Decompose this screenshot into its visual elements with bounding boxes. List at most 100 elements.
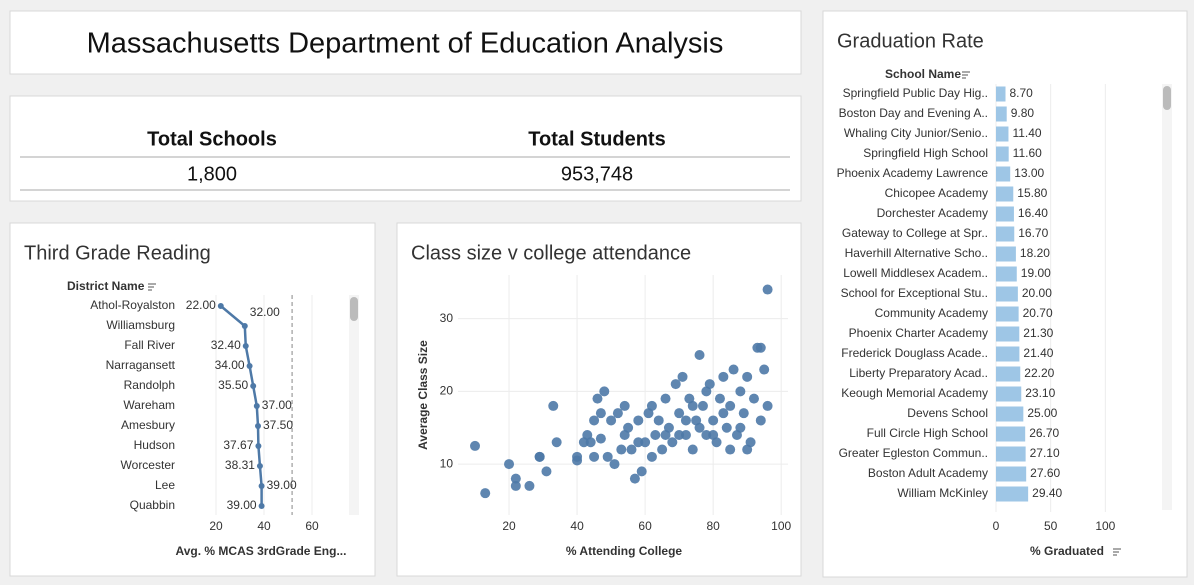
point [572, 451, 583, 462]
x-tick-label: 100 [1095, 519, 1115, 533]
bar [996, 166, 1011, 182]
category-label: Greater Egleston Commun.. [839, 446, 988, 460]
category-label: School for Exceptional Stu.. [841, 286, 988, 300]
reading-panel [9, 222, 376, 577]
bar [996, 246, 1016, 262]
kpi-label: Total Students [528, 128, 665, 150]
point [660, 393, 671, 404]
value-label: 37.00 [262, 398, 292, 412]
point [694, 350, 705, 360]
point [657, 444, 668, 455]
value-label: 37.67 [223, 438, 253, 452]
point [510, 480, 521, 491]
value-label: 35.50 [218, 378, 248, 392]
bar [996, 406, 1024, 422]
category-label: Lee [155, 478, 175, 492]
category-label: Frederick Douglass Acade.. [841, 346, 988, 360]
category-label: Boston Day and Evening A.. [839, 106, 988, 120]
point [687, 444, 698, 455]
kpi-panel [9, 95, 802, 202]
point [592, 393, 603, 404]
point [504, 459, 515, 470]
point [646, 400, 657, 411]
value-label: 39.00 [267, 478, 297, 492]
point [701, 386, 712, 397]
x-tick-label: 60 [305, 519, 319, 533]
bar [996, 86, 1006, 102]
point [480, 488, 491, 499]
point [612, 408, 623, 419]
point [636, 466, 647, 477]
category-label: Randolph [124, 378, 175, 392]
point [680, 415, 691, 426]
scrollbar[interactable] [349, 295, 359, 515]
point [633, 415, 644, 426]
point [721, 422, 732, 433]
value-label: 37.50 [263, 418, 293, 432]
x-tick-label: 20 [209, 519, 223, 533]
value-label: 9.80 [1011, 106, 1035, 120]
point [708, 430, 719, 440]
x-tick-label: 40 [570, 519, 584, 533]
point [589, 451, 600, 462]
category-label: Athol-Royalston [90, 298, 175, 312]
value-label: 20.70 [1023, 306, 1053, 320]
x-tick-label: 40 [257, 519, 271, 533]
category-label: Narragansett [106, 358, 176, 372]
point [755, 342, 766, 353]
bar [996, 466, 1027, 482]
point [728, 364, 739, 375]
point [762, 284, 773, 295]
point [256, 463, 263, 469]
point [255, 443, 262, 449]
category-label: Wareham [123, 398, 175, 412]
category-header: School Name [885, 67, 961, 81]
point [738, 408, 749, 419]
panel-title: Graduation Rate [837, 30, 984, 52]
bar [996, 286, 1018, 302]
point [674, 430, 685, 440]
value-label: 21.40 [1023, 346, 1053, 360]
scrollbar[interactable] [1162, 84, 1172, 510]
point [742, 444, 753, 455]
y-tick-label: 20 [440, 384, 454, 398]
x-tick-label: 60 [638, 519, 652, 533]
category-label: Liberty Preparatory Acad.. [849, 366, 988, 380]
point [660, 430, 671, 440]
point [217, 303, 224, 309]
category-label: Springfield High School [863, 146, 988, 160]
point [585, 437, 596, 448]
category-label: Community Academy [875, 306, 988, 320]
category-label: Amesbury [121, 418, 175, 432]
point [599, 386, 610, 397]
bar [996, 346, 1020, 362]
bar [996, 326, 1020, 342]
category-label: Whaling City Junior/Senio.. [844, 126, 988, 140]
point [470, 440, 481, 451]
bar [996, 226, 1015, 242]
point [759, 364, 770, 375]
scroll-thumb[interactable] [350, 297, 358, 321]
value-label: 16.40 [1018, 206, 1048, 220]
point [742, 371, 753, 382]
point [694, 422, 705, 433]
point [735, 386, 746, 397]
scroll-thumb[interactable] [1163, 86, 1171, 110]
bar [996, 266, 1017, 282]
point [242, 343, 249, 349]
bar [996, 146, 1009, 162]
point [619, 400, 630, 411]
value-label: 38.31 [225, 458, 255, 472]
x-tick-label: 50 [1044, 519, 1058, 533]
x-axis-title: % Graduated [1030, 544, 1104, 558]
value-label: 27.10 [1030, 446, 1060, 460]
kpi-value: 1,800 [187, 163, 237, 185]
point [589, 415, 600, 426]
point [650, 430, 661, 440]
point [616, 444, 627, 455]
panel-title: Class size v college attendance [411, 242, 691, 264]
point [595, 433, 606, 444]
point [646, 451, 657, 462]
bar [996, 366, 1021, 382]
